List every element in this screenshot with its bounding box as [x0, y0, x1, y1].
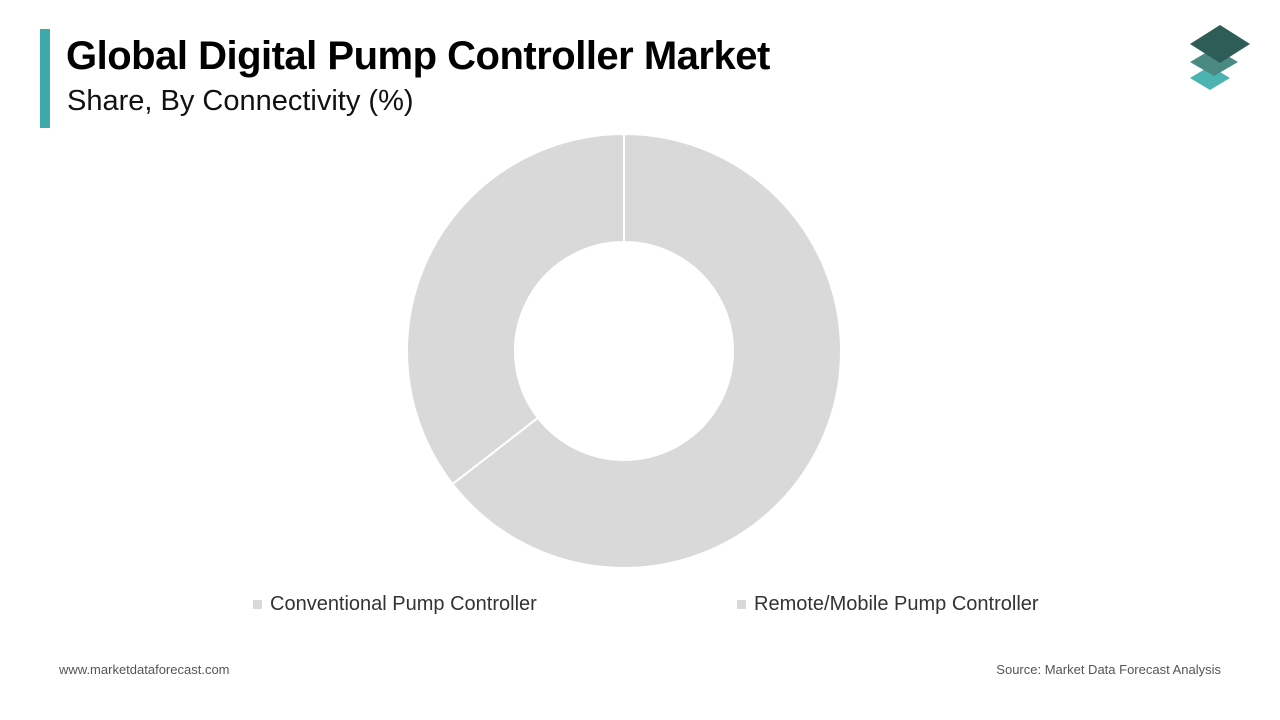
footer-website: www.marketdataforecast.com: [59, 662, 230, 677]
legend-swatch-remote-mobile: [737, 599, 746, 609]
legend-item-conventional: Conventional Pump Controller: [253, 590, 537, 618]
title-accent-bar: [40, 29, 50, 128]
legend-item-remote-mobile: Remote/Mobile Pump Controller: [737, 590, 1039, 618]
donut-slice-remote-mobile-pump-controller: [406, 132, 625, 486]
page-title: Global Digital Pump Controller Market: [66, 34, 770, 78]
stacked-layers-icon: [1190, 25, 1250, 90]
legend-label-remote-mobile: Remote/Mobile Pump Controller: [754, 592, 1039, 615]
legend-swatch-conventional: [253, 599, 262, 609]
donut-slice-conventional-pump-controller: [451, 132, 842, 569]
footer-source: Source: Market Data Forecast Analysis: [996, 662, 1221, 677]
logo-layer-top: [1190, 25, 1250, 63]
legend-label-conventional: Conventional Pump Controller: [270, 592, 537, 615]
page-subtitle: Share, By Connectivity (%): [67, 85, 414, 117]
